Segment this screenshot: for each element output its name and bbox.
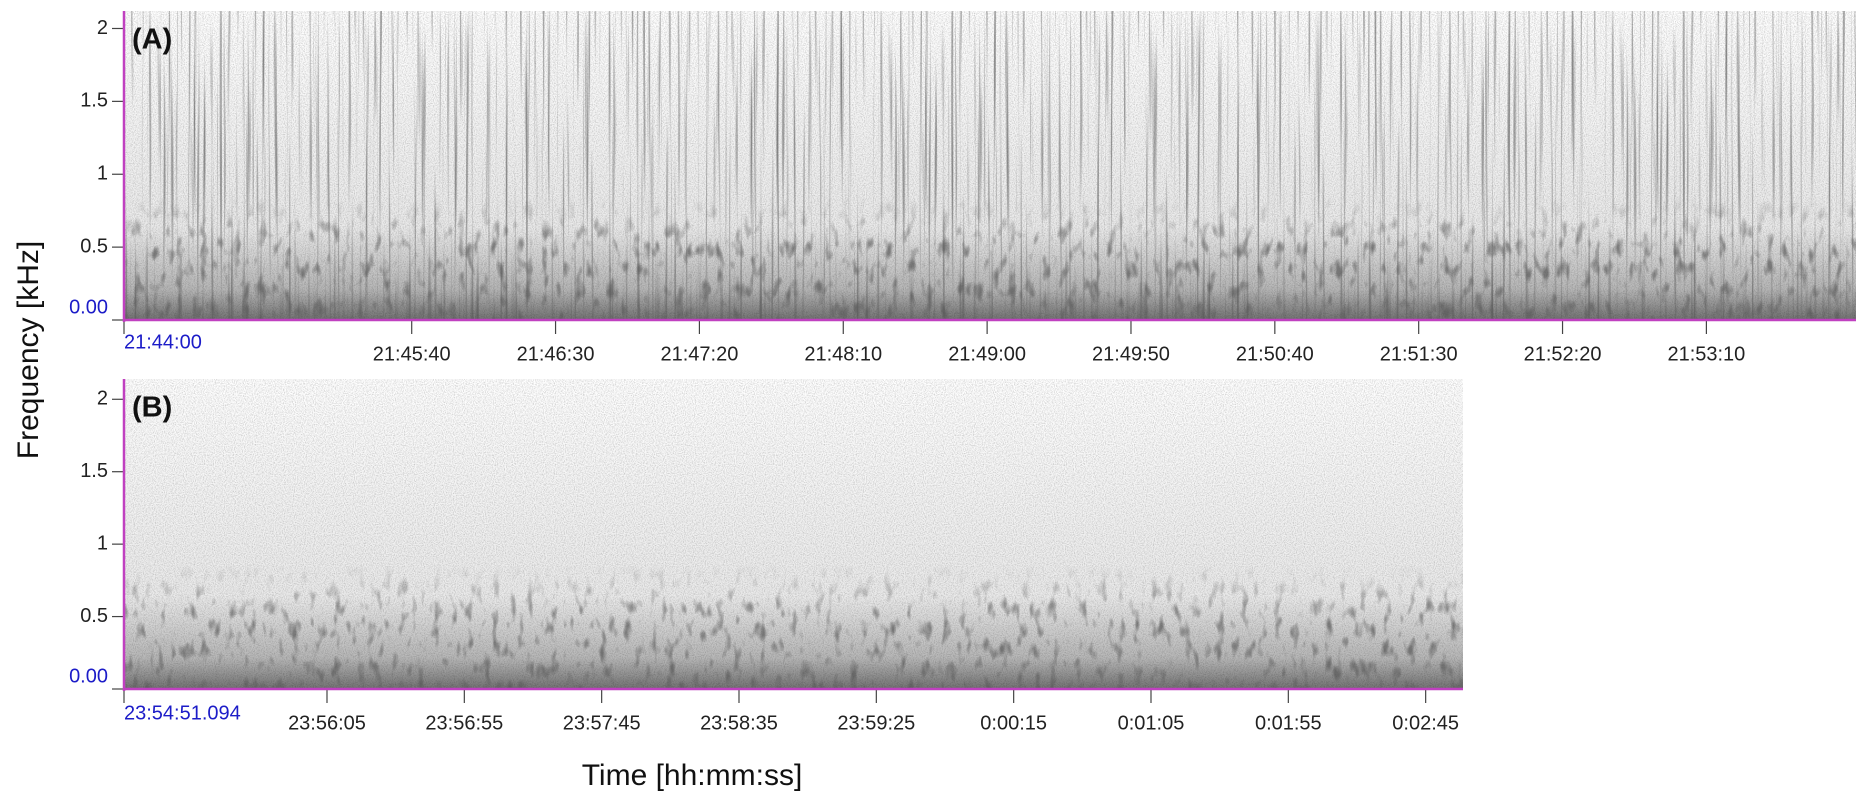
x-tick-label: 23:56:55 [425,712,503,734]
x-tick-label: 21:49:50 [1092,343,1170,365]
spectrogram-calls [124,379,1463,689]
spectrogram [124,11,1856,320]
y-tick-label: 1.5 [80,90,108,112]
x-tick-label: 23:57:45 [563,712,641,734]
spectrogram-calls [124,11,1856,320]
spectrogram [124,379,1463,689]
x-tick-label: 0:01:55 [1255,712,1322,734]
x-tick-label: 0:02:45 [1392,712,1459,734]
panel-label: (B) [132,392,172,424]
x-tick-label: 21:49:00 [948,343,1026,365]
x-tick-label: 21:45:40 [373,343,451,365]
x-tick-label: 21:48:10 [804,343,882,365]
x-tick-label: 0:00:15 [980,712,1047,734]
panel-label: (A) [132,24,172,56]
x-tick-label: 21:52:20 [1524,343,1602,365]
y-tick-label: 1 [97,163,108,185]
y-tick-label: 0.00 [69,665,108,687]
x-tick-label: 21:46:30 [517,343,595,365]
y-tick-label: 0.5 [80,235,108,257]
x-tick-label: 23:59:25 [837,712,915,734]
x-tick-label: 21:53:10 [1667,343,1745,365]
y-tick-label: 2 [97,388,108,410]
y-tick-label: 0.5 [80,605,108,627]
y-tick-label: 0.00 [69,296,108,318]
y-tick-label: 1.5 [80,460,108,482]
x-tick-label: 0:01:05 [1118,712,1185,734]
y-axis-label: Frequency [kHz] [12,241,45,459]
x-tick-label: 21:44:00 [124,331,202,353]
x-tick-label: 23:54:51.094 [124,702,241,724]
x-tick-label: 21:47:20 [660,343,738,365]
x-axis-label: Time [hh:mm:ss] [582,759,803,792]
x-tick-label: 21:51:30 [1380,343,1458,365]
y-tick-label: 2 [97,17,108,39]
x-tick-label: 23:56:05 [288,712,366,734]
x-tick-label: 21:50:40 [1236,343,1314,365]
y-tick-label: 1 [97,532,108,554]
x-tick-label: 23:58:35 [700,712,778,734]
